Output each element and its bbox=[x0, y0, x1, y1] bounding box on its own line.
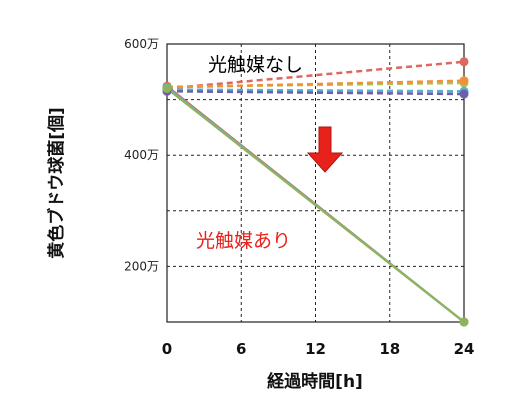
series-line bbox=[166, 87, 465, 323]
x-tick-label: 6 bbox=[236, 340, 246, 358]
y-tick-label: 200万 bbox=[124, 259, 159, 273]
x-tick-label: 18 bbox=[379, 340, 400, 358]
x-tick-label: 0 bbox=[162, 340, 172, 358]
series-points bbox=[162, 57, 469, 327]
x-tick-label: 12 bbox=[305, 340, 326, 358]
y-tick-labels: 200万 400万 600万 bbox=[124, 37, 159, 273]
data-point bbox=[459, 89, 469, 99]
y-axis-title: 黄色ブドウ球菌[個] bbox=[46, 107, 67, 259]
data-point bbox=[459, 57, 469, 67]
y-tick-label: 600万 bbox=[124, 37, 159, 51]
annotation-no-photocatalyst: 光触媒なし bbox=[208, 54, 303, 76]
y-tick-label: 400万 bbox=[124, 148, 159, 162]
x-tick-labels: 0 6 12 18 24 bbox=[162, 340, 475, 358]
x-tick-label: 24 bbox=[454, 340, 475, 358]
series-lines bbox=[166, 60, 465, 323]
grid bbox=[167, 44, 464, 322]
data-point bbox=[459, 76, 469, 86]
x-axis-title: 経過時間[h] bbox=[267, 371, 363, 392]
down-arrow-icon bbox=[306, 126, 344, 173]
data-point bbox=[162, 83, 172, 93]
annotation-photocatalyst: 光触媒あり bbox=[196, 230, 291, 252]
data-point bbox=[459, 317, 469, 327]
